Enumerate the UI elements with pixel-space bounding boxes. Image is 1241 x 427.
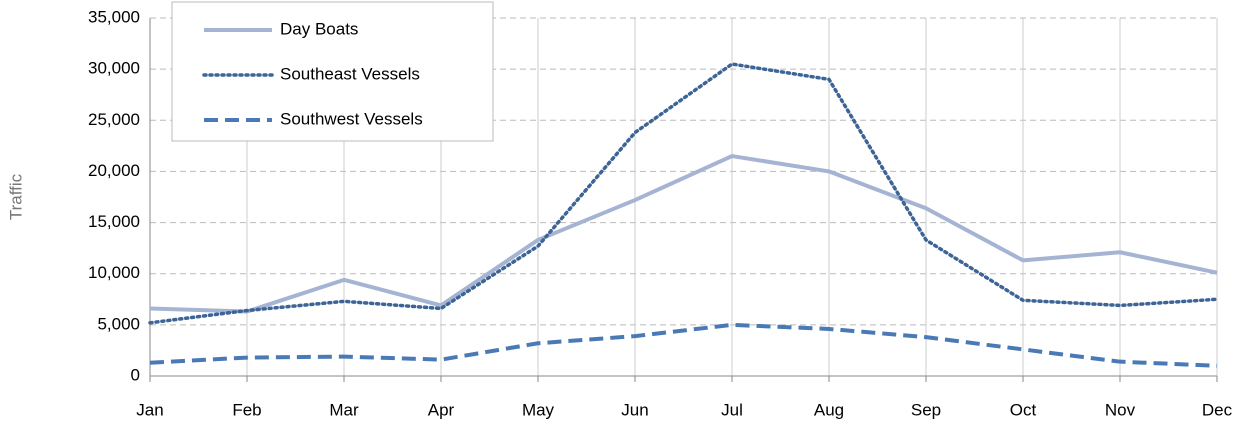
y-tick-label: 30,000 [88,59,140,78]
legend-label: Southwest Vessels [280,109,423,128]
x-tick-label: Nov [1105,400,1136,419]
x-tick-label: Sep [911,400,941,419]
y-tick-label: 5,000 [97,314,140,333]
y-tick-label: 35,000 [88,7,140,26]
y-axis-label: Traffic [6,173,25,220]
y-tick-label: 10,000 [88,263,140,282]
x-tick-label: Jul [721,400,743,419]
series-line [148,62,1219,325]
x-tick-label: Dec [1202,400,1233,419]
x-tick-label: Oct [1010,400,1037,419]
y-tick-label: 20,000 [88,161,140,180]
series-line [149,154,1218,314]
legend-label: Day Boats [280,19,358,38]
x-tick-label: Aug [814,400,844,419]
x-tick-label: Apr [428,400,455,419]
legend-label: Southeast Vessels [280,64,420,83]
x-tick-label: Mar [329,400,359,419]
y-tick-label: 15,000 [88,212,140,231]
series-line [149,322,1218,368]
x-tick-label: Jun [621,400,648,419]
legend-box [171,1,494,142]
x-tick-label: May [522,400,555,419]
x-tick-label: Jan [136,400,163,419]
x-tick-label: Feb [232,400,261,419]
y-tick-label: 0 [131,365,140,384]
y-tick-label: 25,000 [88,110,140,129]
